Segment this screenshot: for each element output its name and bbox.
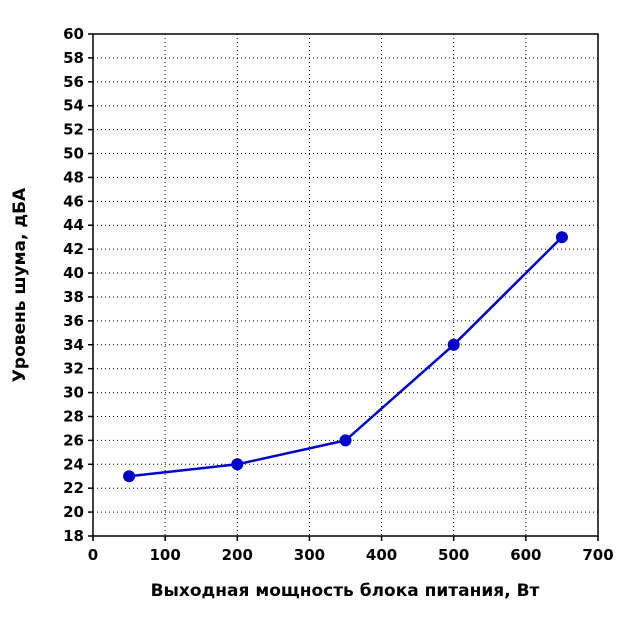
data-point xyxy=(231,458,244,471)
axes: 18 20 22 24 26 28 30 32 34 36 38 40 42 44 46 48 50 52 54 56… xyxy=(63,25,614,564)
y-tick-label: 60 xyxy=(63,25,84,43)
y-tick-label: 22 xyxy=(63,479,84,497)
series xyxy=(123,231,568,483)
x-tick-label: 300 xyxy=(294,546,325,564)
y-tick-label: 50 xyxy=(63,145,84,163)
y-tick-label: 34 xyxy=(63,336,84,354)
data-point xyxy=(339,434,352,447)
y-tick-label: 54 xyxy=(63,97,84,115)
y-tick-label: 30 xyxy=(63,384,84,402)
y-tick-label: 26 xyxy=(63,431,84,449)
x-tick-label: 0 xyxy=(88,546,98,564)
y-tick-label: 46 xyxy=(63,192,84,210)
y-tick-label: 52 xyxy=(63,121,84,139)
y-tick-label: 42 xyxy=(63,240,84,258)
x-tick-label: 500 xyxy=(438,546,469,564)
x-tick-label: 600 xyxy=(510,546,541,564)
y-tick-label: 32 xyxy=(63,360,84,378)
y-tick-label: 48 xyxy=(63,168,84,186)
data-point xyxy=(447,338,460,351)
y-tick-label: 36 xyxy=(63,312,84,330)
y-tick-label: 56 xyxy=(63,73,84,91)
y-tick-label: 40 xyxy=(63,264,84,282)
x-tick-label: 100 xyxy=(149,546,180,564)
data-point xyxy=(555,231,568,244)
x-axis-label: Выходная мощность блока питания, Вт xyxy=(151,581,540,601)
grid xyxy=(93,34,598,536)
y-tick-label: 24 xyxy=(63,455,84,473)
y-tick-label: 20 xyxy=(63,503,84,521)
y-axis-label: Уровень шума, дБА xyxy=(10,187,30,382)
y-tick-label: 38 xyxy=(63,288,84,306)
y-tick-label: 58 xyxy=(63,49,84,67)
x-tick-label: 700 xyxy=(582,546,613,564)
y-tick-label: 28 xyxy=(63,407,84,425)
labels: Выходная мощность блока питания, Вт Уров… xyxy=(10,187,540,601)
plot-frame xyxy=(92,33,599,537)
y-tick-label: 18 xyxy=(63,527,84,545)
x-tick-label: 200 xyxy=(222,546,253,564)
x-tick-label: 400 xyxy=(366,546,397,564)
data-point xyxy=(123,470,136,483)
y-tick-label: 44 xyxy=(63,216,84,234)
